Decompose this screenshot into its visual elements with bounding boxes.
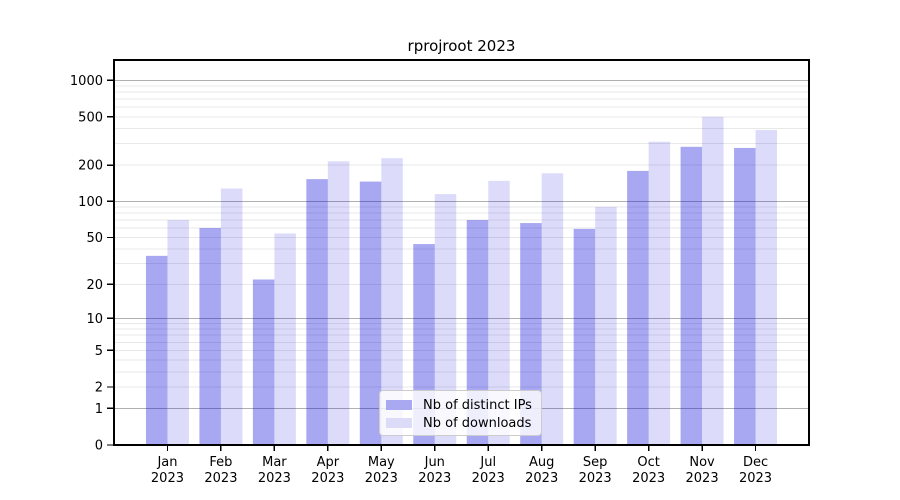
legend-label-downloads: Nb of downloads [423, 415, 532, 431]
bar-downloads-0 [167, 219, 189, 445]
bar-downloads-8 [595, 206, 617, 445]
x-tick-label: Feb [209, 455, 232, 470]
x-tick-label-year: 2023 [525, 471, 558, 486]
bar-distinct-ips-3 [306, 179, 328, 445]
y-tick-label: 20 [86, 278, 103, 293]
bar-downloads-11 [755, 129, 778, 445]
y-tick-label: 2 [95, 381, 103, 396]
bar-distinct-ips-6 [466, 219, 489, 445]
bar-distinct-ips-10 [680, 146, 703, 446]
bar-distinct-ips-1 [199, 228, 221, 445]
x-tick-label: Mar [262, 455, 287, 470]
x-tick-label-year: 2023 [418, 471, 451, 486]
x-tick-label-year: 2023 [311, 471, 344, 486]
legend: Nb of distinct IPs Nb of downloads [379, 390, 542, 436]
bar-distinct-ips-0 [145, 255, 168, 445]
legend-swatch-distinct-ips-icon [386, 400, 412, 410]
x-tick-label: Aug [529, 455, 554, 470]
x-tick-label-year: 2023 [686, 471, 719, 486]
x-tick-label: May [368, 455, 395, 470]
x-tick-label-year: 2023 [151, 471, 184, 486]
y-tick-label: 0 [95, 439, 103, 454]
bar-distinct-ips-8 [573, 228, 596, 445]
x-tick-label: Dec [743, 455, 768, 470]
x-tick-label: Jul [479, 455, 496, 470]
bar-downloads-2 [274, 233, 296, 445]
x-tick-label-year: 2023 [739, 471, 772, 486]
x-tick-label-year: 2023 [579, 471, 612, 486]
bar-downloads-7 [541, 173, 564, 446]
legend-label-distinct-ips: Nb of distinct IPs [423, 397, 532, 413]
y-tick-label: 50 [86, 231, 103, 246]
x-tick-label-year: 2023 [365, 471, 398, 486]
legend-item-downloads: Nb of downloads [386, 414, 541, 432]
x-tick-label: Jan [156, 455, 177, 470]
x-tick-label-year: 2023 [258, 471, 291, 486]
bar-distinct-ips-11 [734, 147, 756, 446]
bar-downloads-3 [327, 161, 350, 445]
bar-distinct-ips-7 [520, 223, 542, 445]
bar-distinct-ips-4 [359, 181, 382, 445]
y-tick-label: 100 [78, 195, 103, 210]
bar-downloads-1 [220, 188, 243, 445]
bar-downloads-6 [488, 180, 510, 445]
x-tick-label: Nov [689, 455, 715, 470]
y-tick-label: 1 [95, 402, 103, 417]
x-tick-label-year: 2023 [472, 471, 505, 486]
y-tick-label: 5 [95, 344, 103, 359]
x-tick-label: Jun [424, 455, 445, 470]
x-tick-label: Apr [317, 455, 340, 470]
chart-title: rprojroot 2023 [407, 37, 516, 55]
bar-distinct-ips-2 [252, 279, 275, 445]
bar-downloads-5 [434, 194, 457, 445]
legend-item-distinct-ips: Nb of distinct IPs [386, 396, 541, 414]
y-tick-label: 1000 [70, 74, 103, 89]
x-tick-label: Sep [583, 455, 608, 470]
x-tick-label: Oct [637, 455, 659, 470]
x-tick-label-year: 2023 [632, 471, 665, 486]
bar-distinct-ips-9 [627, 170, 649, 445]
y-tick-label: 500 [78, 110, 103, 125]
y-tick-label: 10 [86, 312, 103, 327]
plot-border [113, 59, 810, 446]
y-tick-label: 200 [78, 159, 103, 174]
x-tick-label-year: 2023 [204, 471, 237, 486]
bar-downloads-9 [648, 141, 671, 446]
legend-swatch-downloads-icon [386, 418, 412, 428]
bar-downloads-4 [381, 158, 403, 445]
bar-downloads-10 [702, 116, 724, 445]
